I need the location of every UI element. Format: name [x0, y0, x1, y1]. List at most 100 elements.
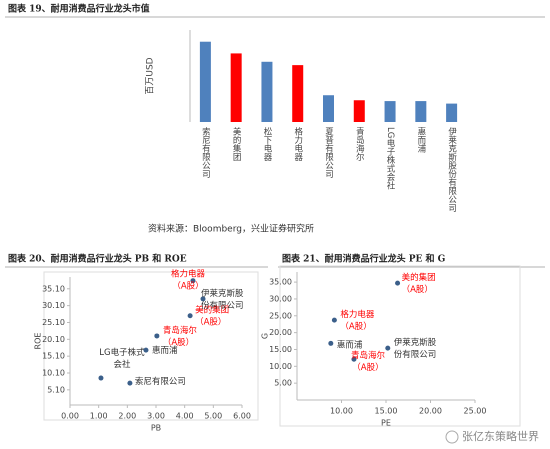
point	[187, 313, 193, 319]
y-tick-label: 35.00	[269, 278, 292, 287]
point-label-line: 格力电器	[340, 309, 375, 320]
x-tick-label: 美的集团	[231, 126, 241, 162]
watermark-icon	[445, 430, 459, 444]
point-label: 惠而浦	[152, 345, 178, 356]
x-tick-label: 夏普有限公司	[324, 127, 334, 178]
plot-frame	[43, 271, 259, 421]
point-label-line: （A股）	[195, 316, 226, 327]
bar	[415, 101, 427, 122]
chart-title: 图表 19、耐用消费品行业龙头市值	[8, 3, 150, 15]
point	[143, 347, 149, 353]
y-tick-label: 20.00	[269, 328, 292, 337]
y-tick-label: 10.10	[42, 369, 65, 378]
point-label: 格力电器（A股）	[171, 268, 206, 291]
point	[385, 345, 391, 351]
x-tick-label: 3.00	[147, 412, 165, 421]
bar	[323, 95, 334, 122]
point-label-line: 伊莱克斯股	[201, 287, 244, 298]
x-tick-label: 20.00	[419, 407, 442, 416]
point	[190, 278, 196, 284]
plot-frame	[279, 265, 521, 427]
point-label-line: LG电子株式	[99, 347, 145, 358]
x-tick-label: 0.00	[61, 412, 79, 421]
point	[331, 317, 337, 323]
point	[98, 375, 104, 381]
point-label: LG电子株式会社	[99, 347, 145, 370]
point	[395, 280, 401, 286]
x-tick-label: 格力电器	[293, 126, 303, 162]
x-tick-label: 青岛海尔	[354, 126, 364, 161]
bar	[292, 65, 304, 122]
point-label-line: （A股）	[172, 280, 203, 291]
y-tick-label: 5.10	[47, 385, 65, 394]
y-tick-label: 15.00	[269, 345, 292, 354]
y-tick-label: 35.10	[42, 284, 65, 293]
point-label: 青岛海尔（A股）	[163, 324, 198, 347]
chart-title: 图表 20、耐用消费品行业龙头 PB 和 ROE	[8, 253, 187, 265]
point-label-line: 份有限公司	[201, 299, 244, 310]
x-tick-label: 2.00	[118, 412, 136, 421]
bar	[353, 100, 365, 122]
y-tick-label: 25.00	[269, 311, 292, 320]
point-label-line: （A股）	[163, 336, 194, 347]
bar	[261, 61, 273, 122]
y-tick-label: 15.10	[42, 352, 65, 361]
x-tick-label: 5.00	[204, 412, 222, 421]
y-tick-label: 30.00	[269, 294, 292, 303]
point-label: 青岛海尔（A股）	[351, 350, 386, 373]
point-label: 美的集团（A股）	[195, 304, 229, 327]
y-tick-label: 30.10	[42, 301, 65, 310]
point	[127, 380, 133, 386]
bar	[384, 101, 396, 122]
point-label-line: 美的集团	[195, 304, 229, 315]
point	[328, 340, 334, 346]
x-tick-label: 索尼有限公司	[200, 126, 210, 178]
point-label-line: 索尼有限公司	[135, 376, 186, 387]
point-label-line: 份有限公司	[394, 349, 437, 360]
point-label-line: 会社	[113, 359, 131, 370]
x-tick-label: LG电子株式会社	[385, 127, 395, 190]
point-label: 索尼有限公司	[135, 376, 186, 387]
point-label-line: 伊莱克斯股	[394, 337, 437, 348]
chart-title: 图表 21、耐用消费品行业龙头 PE 和 G	[282, 253, 445, 265]
point-label-line: （A股）	[352, 362, 383, 373]
watermark: 张亿东策略世界	[462, 429, 539, 443]
bar	[230, 53, 242, 122]
y-tick-label: 10.00	[269, 362, 292, 371]
point-label: 格力电器（A股）	[340, 309, 375, 332]
point-label-line: 惠而浦	[152, 345, 178, 356]
y-axis-title: ROE	[34, 333, 43, 350]
point-label: 伊莱克斯股份有限公司	[394, 337, 437, 360]
y-tick-label: 20.10	[42, 335, 65, 344]
bar	[446, 103, 458, 122]
y-axis-title: 百万USD	[145, 57, 156, 94]
point-label-line: 青岛海尔	[351, 350, 386, 361]
x-tick-label: 6.00	[233, 412, 251, 421]
point-label-line: （A股）	[402, 284, 433, 295]
point-label-line: 青岛海尔	[163, 324, 198, 335]
point-label: 伊莱克斯股份有限公司	[201, 287, 244, 310]
x-tick-label: 1.00	[90, 412, 108, 421]
point-label-line: 惠而浦	[337, 339, 363, 350]
point-label-line: 美的集团	[402, 272, 436, 283]
y-tick-label: 5.00	[274, 379, 292, 388]
bar	[199, 41, 211, 122]
point	[351, 356, 357, 362]
point-label: 惠而浦	[337, 339, 363, 350]
y-axis-title: G	[261, 333, 270, 339]
x-tick-label: 10.00	[330, 407, 353, 416]
point	[154, 333, 160, 339]
y-tick-label: 25.10	[42, 318, 65, 327]
point-label-line: （A股）	[340, 321, 371, 332]
x-tick-label: 4.00	[176, 412, 194, 421]
source-note: 资料来源：Bloomberg，兴业证券研究所	[148, 223, 314, 235]
point	[200, 296, 206, 302]
point-label-line: 格力电器	[171, 268, 206, 279]
x-tick-label: 伊莱克斯股份有限公司	[447, 126, 457, 212]
point-label: 美的集团（A股）	[402, 272, 436, 295]
x-tick-label: 松下电器	[262, 126, 272, 162]
x-tick-label: 惠而浦	[416, 126, 426, 153]
x-tick-label: 15.00	[375, 407, 398, 416]
x-tick-label: 25.00	[464, 407, 487, 416]
